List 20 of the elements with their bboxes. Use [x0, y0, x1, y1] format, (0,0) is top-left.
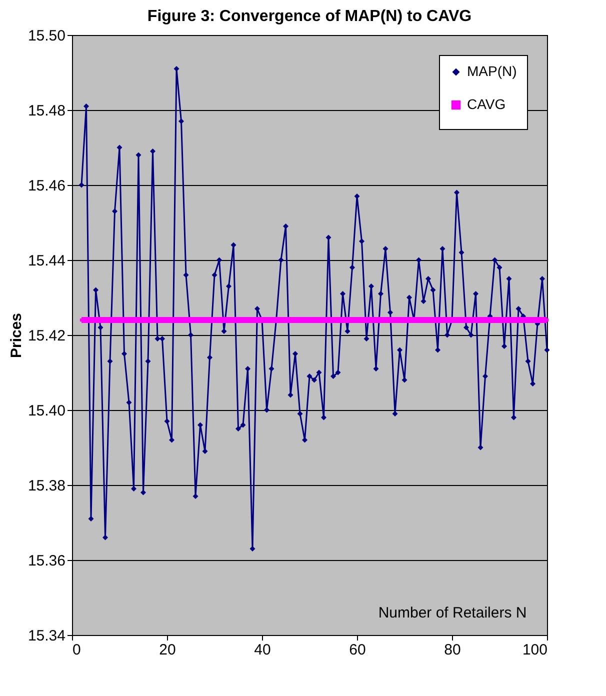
y-tick-label: 15.34	[28, 628, 66, 644]
y-tick-label: 15.36	[28, 552, 66, 570]
legend-label: CAVG	[467, 96, 506, 112]
y-tick-label: 15.50	[28, 28, 66, 44]
y-tick-label: 15.40	[28, 402, 66, 420]
x-axis-title: Number of Retailers N	[378, 604, 527, 622]
legend-label: MAP(N)	[467, 63, 517, 79]
y-tick-label: 15.46	[28, 178, 66, 194]
y-tick-label: 15.44	[28, 252, 66, 270]
x-tick-label: 80	[444, 642, 461, 658]
x-tick-label: 20	[159, 642, 176, 658]
y-tick-label: 15.38	[28, 478, 66, 494]
x-tick-label: 60	[349, 642, 366, 658]
y-tick-label: 15.48	[28, 102, 66, 120]
x-tick-label: 40	[254, 642, 271, 658]
x-tick-label: 100	[522, 642, 548, 658]
x-tick-label: 0	[72, 642, 81, 658]
chart-title: Figure 3: Convergence of MAP(N) to CAVG	[147, 8, 472, 25]
y-axis-title: Prices	[8, 312, 25, 358]
y-tick-label: 15.42	[28, 328, 66, 344]
